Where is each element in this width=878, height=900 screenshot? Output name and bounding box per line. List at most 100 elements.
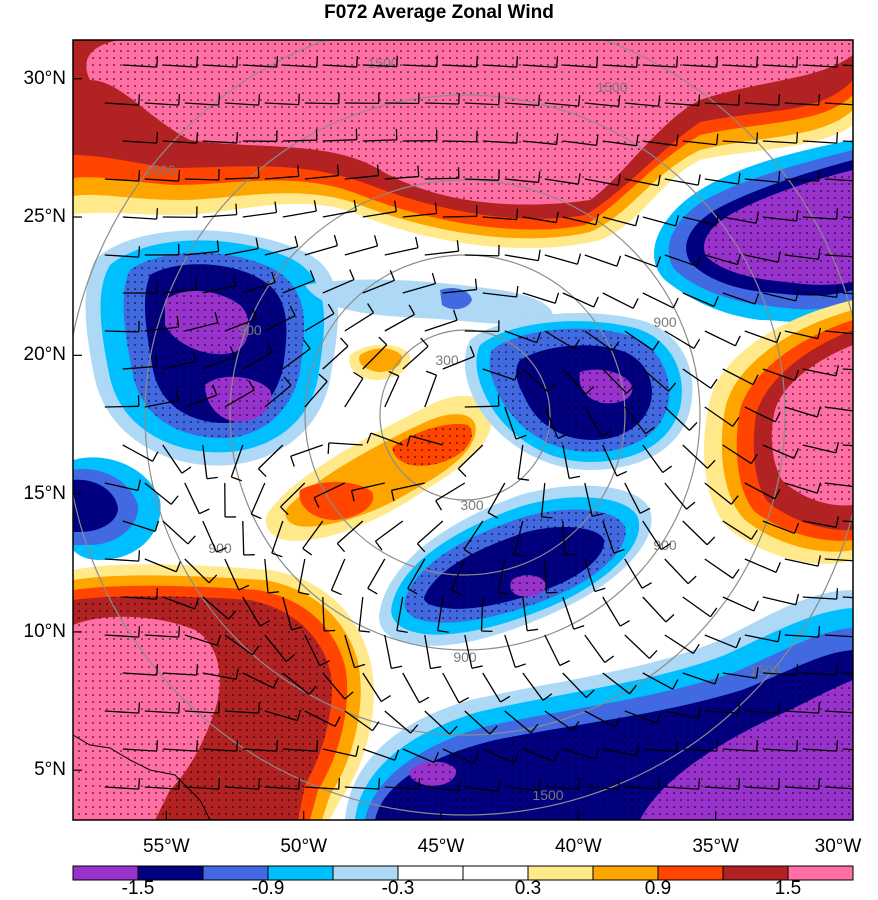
latitude-label: 25°N bbox=[23, 206, 66, 228]
wind-barb bbox=[762, 593, 800, 606]
wind-barb bbox=[336, 520, 364, 553]
wind-barb bbox=[504, 634, 526, 668]
wind-barb bbox=[424, 93, 460, 105]
range-ring-label: 1500 bbox=[749, 662, 780, 678]
wind-barb bbox=[584, 634, 615, 664]
wind-barb bbox=[264, 235, 299, 256]
range-ring-label: 1500 bbox=[367, 55, 398, 71]
wind-barb bbox=[402, 55, 438, 68]
wind-barb bbox=[344, 303, 375, 332]
wind-barb bbox=[784, 327, 822, 340]
wind-barb bbox=[242, 271, 276, 294]
wind-barb bbox=[104, 94, 141, 106]
wind-barb bbox=[304, 92, 340, 105]
wind-barb bbox=[424, 240, 460, 256]
longitude-label: 50°W bbox=[280, 836, 328, 857]
wind-barb bbox=[802, 442, 840, 454]
wind-barb bbox=[144, 778, 181, 790]
wind-barb bbox=[522, 368, 556, 393]
wind-barb bbox=[184, 240, 220, 256]
wind-barb bbox=[744, 482, 781, 500]
wind-barb bbox=[584, 330, 620, 352]
wind-barb bbox=[544, 330, 581, 350]
shaded-field bbox=[73, 40, 853, 820]
wind-barb bbox=[802, 740, 839, 752]
wind-barb bbox=[344, 634, 366, 669]
colorbar-swatch bbox=[787, 865, 854, 881]
wind-barb bbox=[762, 520, 800, 535]
wind-barb bbox=[562, 520, 576, 556]
wind-barb bbox=[122, 132, 159, 144]
range-ring-label: 900 bbox=[453, 649, 477, 665]
wind-barb bbox=[744, 558, 781, 573]
wind-barb bbox=[122, 444, 159, 462]
wind-barb bbox=[602, 368, 635, 394]
wind-barb bbox=[344, 164, 380, 180]
wind-barb bbox=[144, 94, 181, 106]
wind-barb bbox=[522, 133, 559, 146]
wind-barb bbox=[344, 710, 380, 732]
colorbar-label: 1.5 bbox=[774, 878, 802, 899]
wind-barb bbox=[642, 56, 679, 68]
wind-barb bbox=[744, 171, 781, 183]
wind-barb bbox=[304, 373, 328, 408]
wind-barb bbox=[224, 778, 261, 790]
colorbar-label: 0.9 bbox=[644, 878, 672, 899]
range-ring bbox=[144, 94, 786, 736]
wind-barb bbox=[762, 209, 799, 222]
wind-barb bbox=[407, 558, 426, 595]
wind-barb bbox=[664, 174, 701, 186]
wind-barb bbox=[384, 710, 419, 734]
wind-barb bbox=[202, 596, 237, 620]
wind-barb bbox=[402, 672, 430, 704]
wind-barb bbox=[322, 128, 358, 142]
range-ring-label: 900 bbox=[653, 314, 677, 330]
wind-barb bbox=[202, 203, 238, 218]
wind-barb bbox=[824, 786, 853, 790]
wind-barb bbox=[664, 254, 702, 267]
wind-barb bbox=[162, 444, 192, 474]
wind-barb bbox=[282, 740, 319, 752]
wind-barb bbox=[424, 167, 460, 180]
wind-barb bbox=[162, 350, 197, 370]
wind-barb bbox=[664, 778, 701, 790]
wind-barb bbox=[802, 286, 839, 298]
wind-barb bbox=[664, 707, 701, 719]
wind-barb bbox=[224, 380, 255, 408]
wind-barb bbox=[504, 779, 541, 792]
wind-barb bbox=[442, 205, 478, 218]
wind-barb bbox=[544, 95, 581, 107]
wind-barb bbox=[642, 740, 679, 753]
wind-barb bbox=[824, 178, 853, 182]
wind-barb bbox=[664, 482, 696, 510]
wind-barb bbox=[664, 406, 698, 431]
wind-barb bbox=[442, 55, 478, 68]
wind-barb bbox=[584, 710, 621, 728]
wind-barb bbox=[482, 56, 519, 68]
wind-barb bbox=[322, 745, 359, 758]
wind-barb bbox=[144, 558, 182, 573]
wind-barb bbox=[396, 596, 408, 634]
wind-barb bbox=[784, 626, 821, 638]
wind-barb bbox=[682, 292, 719, 307]
wind-barb bbox=[722, 132, 759, 145]
wind-barb bbox=[304, 710, 341, 728]
wind-barb bbox=[784, 94, 821, 106]
wind-barb bbox=[824, 102, 853, 106]
longitude-label: 45°W bbox=[417, 836, 465, 857]
wind-barb bbox=[744, 330, 782, 344]
wind-barb bbox=[224, 308, 258, 332]
wind-barb bbox=[682, 368, 718, 389]
wind-barb bbox=[242, 596, 271, 627]
wind-barb bbox=[784, 406, 822, 418]
wind-barb bbox=[202, 520, 227, 553]
wind-barb bbox=[282, 596, 303, 631]
range-ring-label: 900 bbox=[208, 540, 232, 556]
wind-barb bbox=[784, 555, 821, 567]
wind-barb bbox=[744, 406, 781, 423]
wind-barb bbox=[384, 370, 400, 408]
wind-barb bbox=[562, 672, 595, 699]
wind-barb bbox=[202, 444, 218, 480]
wind-barb bbox=[562, 368, 595, 395]
wind-barb bbox=[642, 596, 675, 623]
